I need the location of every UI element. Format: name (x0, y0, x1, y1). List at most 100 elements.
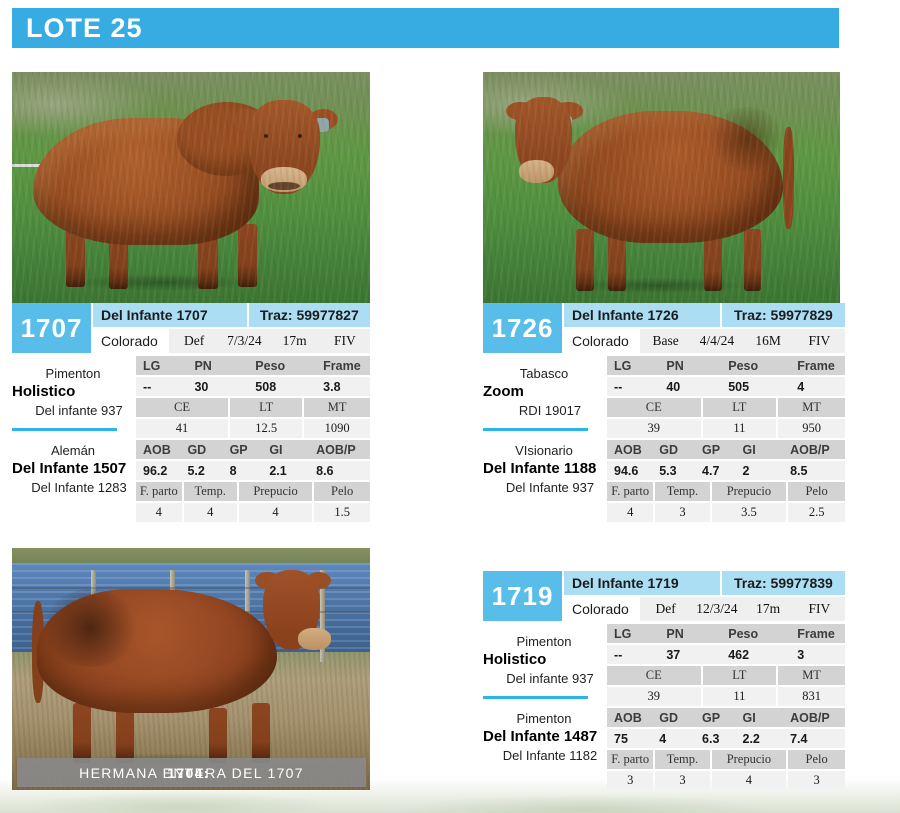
table-value-row: 75 4 6.3 2.2 7.4 (607, 729, 845, 748)
table-cell: MT (304, 398, 370, 417)
pedigree-divider (12, 428, 117, 431)
table-cell: GD (659, 442, 678, 457)
photo-art-shape (260, 166, 308, 193)
table-value-row: -- 30 508 3.8 (136, 377, 370, 396)
table-cell: GP (702, 442, 721, 457)
photo-art-shape (12, 548, 370, 563)
table-cell: -- (614, 379, 623, 394)
table-cell: 3 (607, 771, 654, 790)
photo-art-shape (108, 229, 129, 290)
table-cell: GI (742, 710, 756, 725)
photo-art-shape (33, 118, 259, 246)
table-header-row: F. parto Temp. Prepucio Pelo (136, 482, 370, 501)
table-cell: 2.5 (788, 503, 845, 522)
photo-caption: 1704: HERMANA ENTERA DEL 1707 (17, 758, 366, 787)
lot-number-badge: 1707 (12, 303, 91, 353)
table-cell: Pelo (314, 482, 370, 501)
animal-name: Del Infante 1719 (564, 571, 720, 595)
photo-art-shape (506, 102, 535, 121)
pedigree-column: Pimenton Holistico Del infante 937 Pimen… (483, 624, 605, 792)
table-cell: -- (614, 647, 623, 662)
table-cell: Temp. (655, 750, 710, 769)
table-cell: 4 (607, 503, 654, 522)
photo-art-shape (251, 702, 270, 764)
photo-art-shape (176, 102, 277, 176)
table-cell: 30 (194, 379, 209, 394)
table-cell: 39 (607, 687, 701, 706)
table-cell: 12.5 (230, 419, 303, 438)
table-cell: Pelo (788, 750, 845, 769)
table-cell: 41 (136, 419, 228, 438)
birth-date: 4/4/24 (699, 333, 735, 348)
table-header-row: F. parto Temp. Prepucio Pelo (607, 750, 845, 769)
table-value-row: 41 12.5 1090 (136, 419, 370, 438)
category: Base (652, 333, 679, 348)
photo-art-shape (743, 229, 762, 292)
coat-color: Colorado (564, 597, 638, 621)
photo-art-shape (232, 108, 261, 130)
table-cell: 2.2 (742, 731, 760, 746)
photo-art-shape (44, 152, 61, 174)
table-cell: PN (666, 626, 684, 641)
pedigree-granddam: Del Infante 937 (505, 480, 595, 495)
table-cell: AOB/P (316, 442, 356, 457)
table-cell: Frame (797, 358, 835, 373)
pedigree-divider (483, 428, 588, 431)
table-cell: 3 (655, 503, 710, 522)
table-cell: 4 (711, 771, 787, 790)
table-cell: LT (230, 398, 303, 417)
photo-art-shape (554, 102, 583, 121)
coat-color: Colorado (93, 329, 167, 353)
pedigree-sire-name: Holistico (483, 651, 547, 668)
table-cell: 3 (788, 771, 845, 790)
table-value-row: 39 11 831 (607, 687, 845, 706)
photo-art-shape (711, 106, 783, 172)
epd-table: LG PN Peso Frame -- 40 505 4 CE LT MT 39 11 950 AO… (607, 356, 845, 524)
table-cell: 831 (778, 687, 845, 706)
table-cell: LT (702, 666, 777, 685)
table-cell: LG (614, 358, 632, 373)
table-cell: 5.3 (659, 463, 677, 478)
table-cell: Prepucio (711, 482, 787, 501)
table-cell: GD (659, 710, 678, 725)
pedigree-granddam: Del infante 937 (35, 403, 123, 418)
photo-art-shape (12, 586, 370, 589)
pedigree-sire-name: Holistico (12, 383, 76, 400)
caption-animal-number: 1704: (167, 764, 210, 781)
table-cell: AOB (143, 442, 171, 457)
pedigree-granddam: Del Infante 1283 (31, 480, 127, 495)
lot-number-badge: 1726 (483, 303, 562, 353)
table-value-row: 96.2 5.2 8 2.1 8.6 (136, 461, 370, 480)
pedigree-column: Pimenton Holistico Del infante 937 Alemá… (12, 356, 134, 524)
table-cell: 8.5 (790, 463, 808, 478)
pedigree-dam: Alemán Del Infante 1507 Del Infante 1283 (12, 443, 134, 495)
traceability-number: Traz: 59977827 (248, 303, 370, 327)
table-cell: Temp. (655, 482, 710, 501)
photo-art-shape (704, 233, 723, 292)
table-cell: 4.7 (702, 463, 720, 478)
table-value-row: -- 37 462 3 (607, 645, 845, 664)
caption-text: HERMANA ENTERA DEL 1707 (79, 764, 304, 781)
animal-info-strip: Def 7/3/24 17m FIV (169, 329, 370, 353)
pedigree-column: Tabasco Zoom RDI 19017 VIsionario Del In… (483, 356, 605, 524)
pedigree-grandsire: Alemán (50, 443, 96, 458)
photo-art-shape (208, 707, 227, 764)
age: 17m (282, 333, 307, 348)
table-cell: 39 (607, 419, 701, 438)
table-cell: 1.5 (314, 503, 370, 522)
lot-banner-label: LOTE 25 (26, 12, 143, 43)
table-cell: 2 (742, 463, 750, 478)
pedigree-grandsire: Tabasco (519, 366, 569, 381)
pedigree-dam-name: Del Infante 1487 (483, 728, 598, 745)
photo-art-shape (319, 569, 325, 662)
table-cell: 950 (778, 419, 845, 438)
table-cell: GI (269, 442, 283, 457)
table-header-row: CE LT MT (136, 398, 370, 417)
table-header-row: LG PN Peso Frame (136, 356, 370, 375)
table-cell: F. parto (136, 482, 182, 501)
table-cell: 3 (797, 647, 805, 662)
table-cell: 505 (728, 379, 750, 394)
photo-art-shape (264, 134, 269, 139)
pedigree-grandsire: Pimenton (516, 711, 572, 726)
pedigree-grandsire: Pimenton (45, 366, 101, 381)
